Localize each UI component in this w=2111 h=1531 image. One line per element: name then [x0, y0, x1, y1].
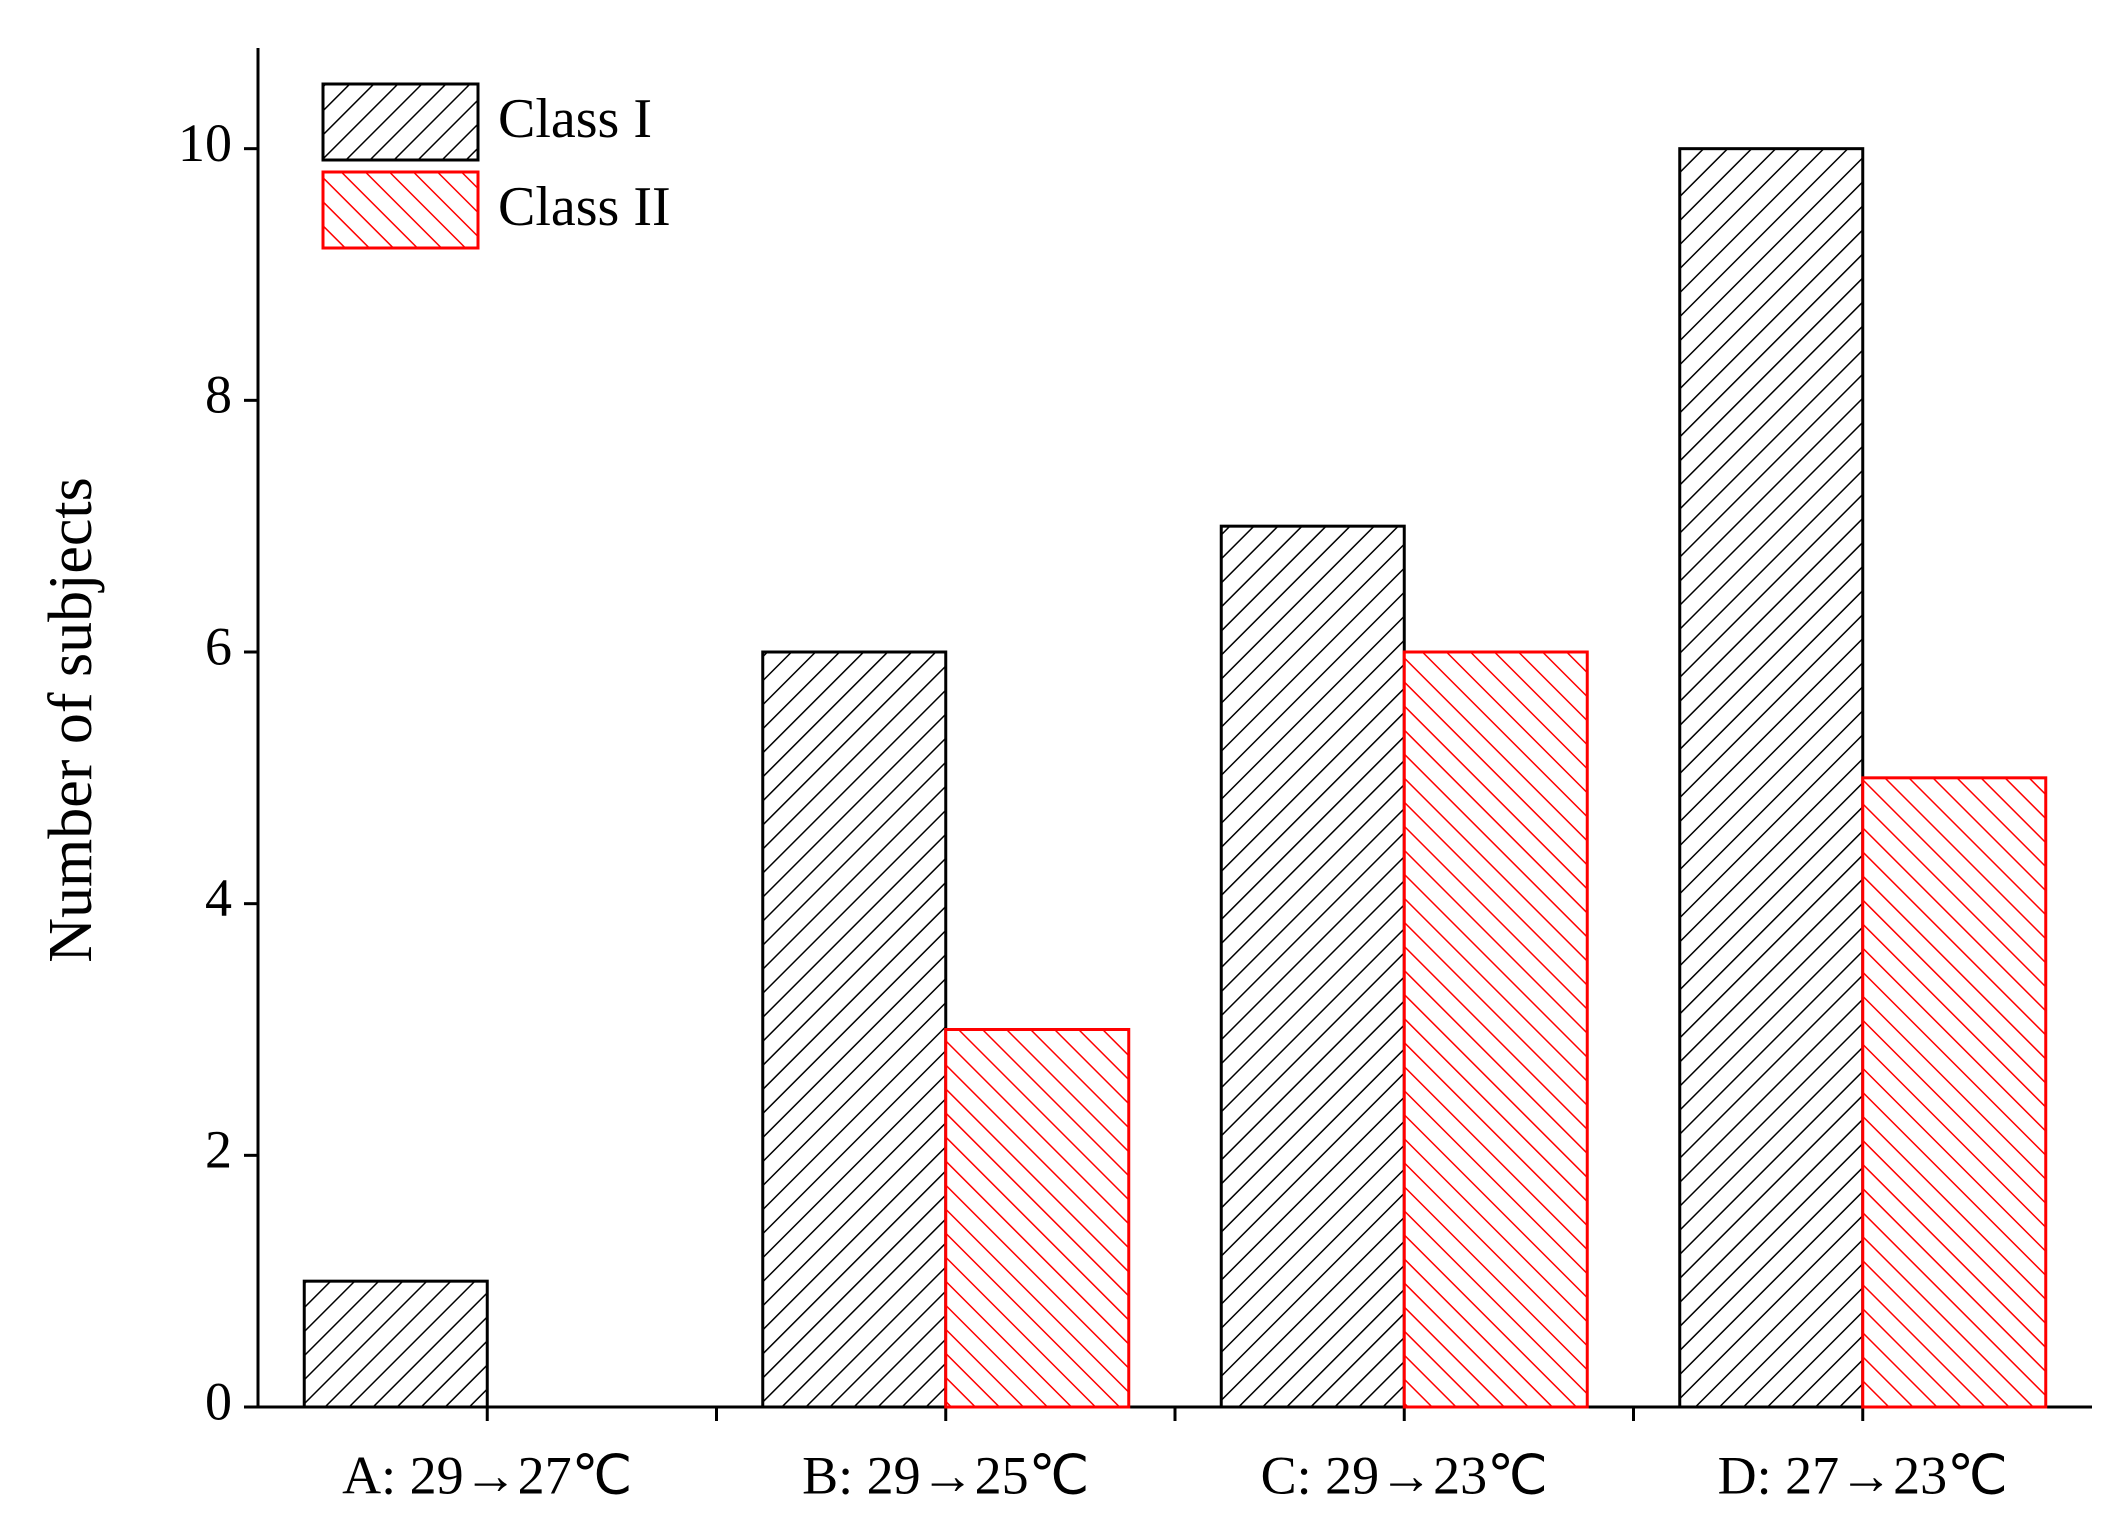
y-tick-label: 6 [205, 616, 232, 676]
x-tick-label: C: 29→23℃ [1261, 1445, 1548, 1505]
y-tick-label: 8 [205, 365, 232, 425]
legend-label: Class I [498, 88, 652, 150]
y-tick-label: 10 [178, 113, 232, 173]
legend-swatch [321, 170, 480, 250]
bar [761, 650, 948, 1409]
bar [1861, 776, 2048, 1409]
y-tick-label: 2 [205, 1120, 232, 1180]
bar [1219, 524, 1406, 1409]
bar [302, 1279, 489, 1409]
legend-swatch [321, 82, 480, 162]
y-tick-label: 0 [205, 1371, 232, 1431]
legend-label: Class II [498, 176, 671, 238]
y-tick-label: 4 [205, 868, 232, 928]
x-tick-label: B: 29→25℃ [802, 1445, 1089, 1505]
y-axis-label: Number of subjects [37, 477, 105, 963]
x-tick-label: D: 27→23℃ [1718, 1445, 2008, 1505]
bar [1402, 650, 1589, 1409]
bar [944, 1028, 1131, 1409]
x-tick-label: A: 29→27℃ [342, 1445, 632, 1505]
bar [1678, 147, 1865, 1409]
